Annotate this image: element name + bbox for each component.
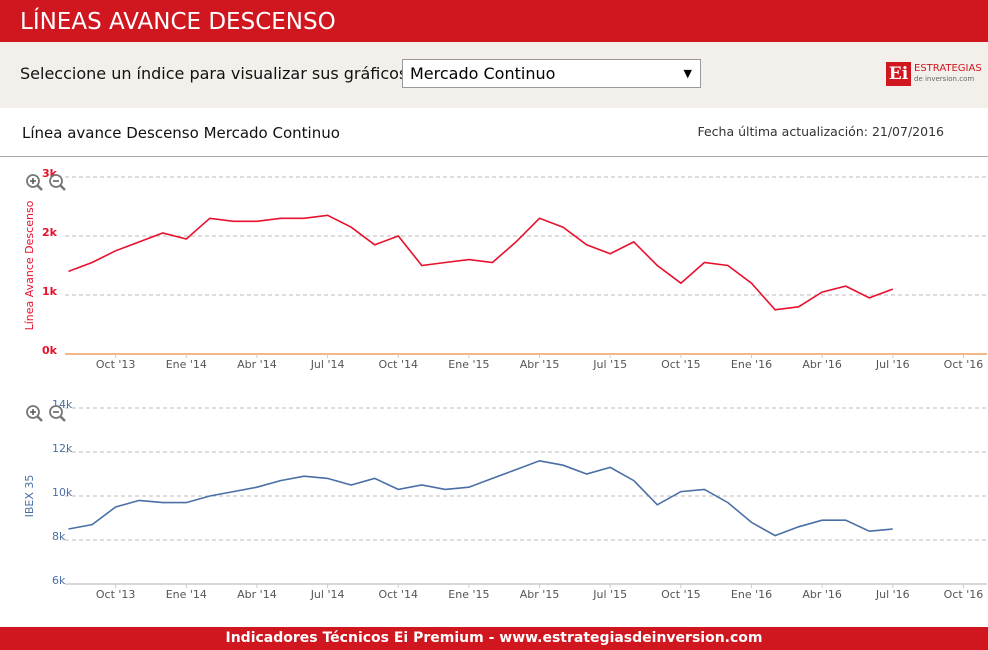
x-tick-label: Ene '16 bbox=[731, 588, 772, 601]
select-arrow[interactable]: ▼ bbox=[683, 67, 692, 80]
selector-label: Seleccione un índice para visualizar sus… bbox=[20, 64, 413, 83]
chart-title: Línea avance Descenso Mercado Continuo bbox=[22, 124, 340, 142]
x-tick-label: Abr '14 bbox=[237, 358, 277, 371]
logo-name: ESTRATEGIAS bbox=[914, 63, 982, 74]
series-line bbox=[68, 214, 894, 311]
update-date: Fecha última actualización: 21/07/2016 bbox=[697, 124, 944, 139]
zoom-handle[interactable] bbox=[59, 415, 66, 422]
x-tick-label: Oct '15 bbox=[661, 358, 701, 371]
select-value[interactable]: Mercado Continuo bbox=[410, 64, 556, 83]
zoom-handle[interactable] bbox=[59, 184, 66, 191]
footer: Indicadores Técnicos Ei Premium - www.es… bbox=[0, 627, 988, 650]
x-tick-label: Jul '15 bbox=[592, 358, 627, 371]
logo-mark: Ei bbox=[886, 62, 911, 86]
y-tick-label: 10k bbox=[52, 486, 73, 499]
x-tick-label: Abr '16 bbox=[802, 358, 842, 371]
index-select[interactable]: Mercado Continuo ▼ bbox=[402, 59, 701, 88]
header-title: LÍNEAS AVANCE DESCENSO bbox=[20, 9, 336, 35]
logo-domain: de inversion.com bbox=[914, 75, 975, 83]
x-tick-label: Ene '16 bbox=[731, 358, 772, 371]
x-tick-label: Ene '14 bbox=[166, 358, 207, 371]
y-axis-title: Línea Avance Descenso bbox=[23, 200, 36, 330]
y-tick-label: 1k bbox=[42, 285, 58, 298]
x-tick-label: Abr '16 bbox=[802, 588, 842, 601]
x-tick-label: Oct '14 bbox=[378, 358, 418, 371]
x-tick-label: Jul '14 bbox=[310, 358, 345, 371]
x-tick-label: Oct '13 bbox=[96, 358, 136, 371]
x-tick-label: Oct '16 bbox=[944, 588, 984, 601]
x-tick-label: Jul '14 bbox=[310, 588, 345, 601]
x-tick-label: Jul '16 bbox=[875, 358, 910, 371]
x-tick-label: Ene '15 bbox=[448, 588, 489, 601]
x-tick-label: Ene '14 bbox=[166, 588, 207, 601]
x-tick-label: Oct '15 bbox=[661, 588, 701, 601]
divider bbox=[0, 156, 988, 157]
x-tick-label: Jul '15 bbox=[592, 588, 627, 601]
y-tick-label: 0k bbox=[42, 344, 58, 357]
y-tick-label: 2k bbox=[42, 226, 58, 239]
y-tick-label: 8k bbox=[52, 530, 66, 543]
y-axis-title: IBEX 35 bbox=[23, 475, 36, 518]
x-tick-label: Jul '16 bbox=[875, 588, 910, 601]
y-tick-label: 6k bbox=[52, 574, 66, 587]
x-tick-label: Oct '13 bbox=[96, 588, 136, 601]
selector-bar: Seleccione un índice para visualizar sus… bbox=[0, 42, 988, 108]
x-tick-label: Ene '15 bbox=[448, 358, 489, 371]
y-tick-label: 12k bbox=[52, 442, 73, 455]
x-tick-label: Abr '15 bbox=[520, 588, 560, 601]
x-tick-label: Abr '14 bbox=[237, 588, 277, 601]
zoom-handle[interactable] bbox=[36, 184, 43, 191]
series-line bbox=[68, 459, 893, 537]
x-tick-label: Abr '15 bbox=[520, 358, 560, 371]
zoom-handle[interactable] bbox=[36, 415, 43, 422]
header: LÍNEAS AVANCE DESCENSO bbox=[0, 0, 988, 42]
x-tick-label: Oct '14 bbox=[378, 588, 418, 601]
x-tick-label: Oct '16 bbox=[944, 358, 984, 371]
